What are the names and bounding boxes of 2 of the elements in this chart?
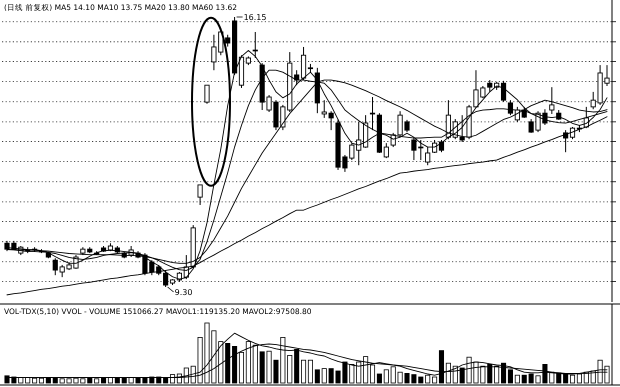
text: 9.30 bbox=[174, 288, 192, 297]
annotation: 16.15 bbox=[244, 13, 266, 22]
